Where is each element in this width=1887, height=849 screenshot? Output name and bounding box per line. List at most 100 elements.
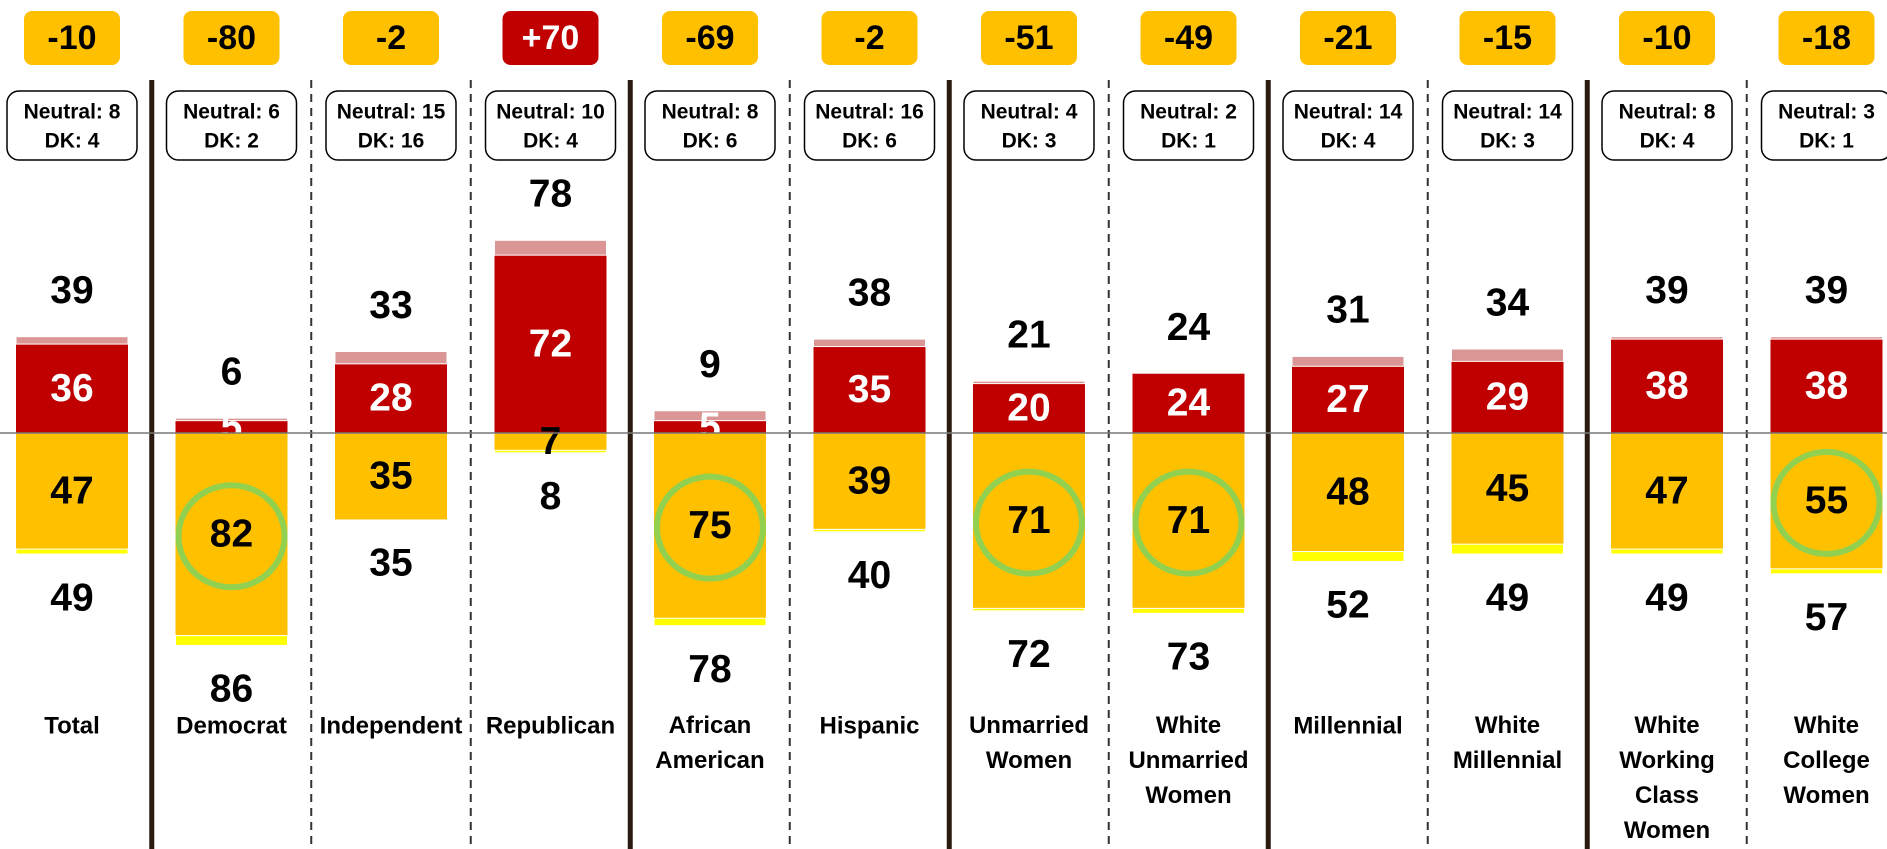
bottom-strong-bar: [1292, 433, 1404, 552]
top-strong-label: 38: [1645, 364, 1688, 407]
bottom-strong-bar: [16, 433, 128, 550]
top-strong-bar: [494, 255, 607, 433]
top-total-label: 39: [50, 269, 93, 312]
neutral-box: [1122, 90, 1255, 161]
bottom-strong-bar: [973, 433, 1085, 609]
bottom-weak-bar: [1291, 551, 1405, 562]
category-label: White College Women: [1783, 712, 1870, 809]
bottom-total-label: 78: [688, 648, 731, 691]
top-total-label: 78: [529, 173, 572, 216]
dk-label: DK: 4: [523, 130, 578, 153]
dk-label: DK: 6: [842, 130, 897, 153]
top-total-label: 33: [369, 284, 412, 327]
net-badge: [183, 11, 280, 65]
top-total-label: 9: [699, 343, 721, 386]
bottom-strong-bar: [813, 433, 926, 530]
category-label: Independent: [320, 712, 463, 739]
top-strong-label: 38: [1805, 364, 1848, 407]
top-weak-bar: [175, 417, 288, 422]
neutral-label: Neutral: 6: [183, 101, 280, 124]
top-strong-bar: [1770, 339, 1883, 433]
top-total-label: 38: [848, 271, 891, 314]
bottom-total-label: 72: [1007, 633, 1050, 676]
bottom-strong-bar: [654, 433, 766, 619]
bottom-strong-label: 35: [369, 455, 412, 498]
bottom-strong-label: 47: [50, 469, 93, 512]
top-strong-label: 36: [50, 367, 93, 410]
neutral-label: Neutral: 16: [815, 101, 924, 124]
bottom-strong-label: 47: [1645, 469, 1688, 512]
neutral-box: [165, 90, 298, 161]
bottom-strong-bar: [1770, 433, 1883, 569]
top-weak-bar: [1770, 336, 1883, 340]
top-strong-label: 20: [1007, 387, 1050, 430]
category-label: African American: [655, 712, 764, 774]
bottom-total-label: 86: [210, 668, 253, 711]
bottom-strong-bar: [1132, 433, 1245, 609]
dk-label: DK: 4: [45, 130, 100, 153]
top-total-label: 39: [1805, 269, 1848, 312]
net-label: -49: [1164, 19, 1213, 57]
neutral-label: Neutral: 8: [662, 101, 759, 124]
bottom-strong-label: 71: [1007, 499, 1050, 542]
top-weak-bar: [15, 336, 129, 345]
bottom-strong-label: 48: [1326, 471, 1369, 514]
top-weak-bar: [653, 410, 767, 422]
dk-label: DK: 3: [1480, 130, 1535, 153]
dk-label: DK: 1: [1161, 130, 1216, 153]
neutral-box: [644, 90, 776, 161]
bottom-weak-bar: [1770, 568, 1883, 575]
top-strong-label: 72: [529, 322, 572, 365]
category-label: White Unmarried Women: [1128, 712, 1248, 809]
neutral-label: Neutral: 14: [1453, 101, 1562, 124]
top-weak-bar: [972, 380, 1086, 385]
net-badge: [1619, 11, 1715, 65]
bottom-total-label: 57: [1805, 596, 1848, 639]
neutral-box: [484, 90, 617, 161]
net-badge: [343, 11, 439, 65]
net-label: -18: [1802, 19, 1851, 57]
top-total-label: 34: [1486, 281, 1530, 324]
highlight-circle: [175, 482, 288, 591]
neutral-box: [803, 90, 936, 161]
neutral-box: [1601, 90, 1733, 161]
net-badge: [1778, 11, 1875, 65]
bottom-strong-label: 82: [210, 513, 253, 556]
highlight-circle: [654, 473, 766, 582]
highlight-circle: [1770, 448, 1883, 557]
neutral-box: [1282, 90, 1414, 161]
neutral-box: [1441, 90, 1574, 161]
bottom-weak-bar: [175, 635, 288, 646]
bottom-strong-bar: [175, 433, 288, 636]
category-label: Total: [44, 712, 100, 739]
category-label: Unmarried Women: [969, 712, 1089, 774]
bottom-weak-bar: [813, 528, 926, 533]
neutral-label: Neutral: 8: [1619, 101, 1716, 124]
bottom-total-label: 35: [369, 542, 412, 585]
top-strong-bar: [1132, 373, 1245, 433]
net-label: -2: [854, 19, 884, 57]
top-strong-bar: [654, 420, 766, 433]
bottom-strong-bar: [335, 433, 447, 520]
top-strong-bar: [335, 363, 447, 433]
neutral-label: Neutral: 8: [24, 101, 121, 124]
bottom-strong-label: 71: [1167, 499, 1210, 542]
category-label: White Millennial: [1453, 712, 1562, 774]
bottom-total-label: 49: [1486, 576, 1529, 619]
dk-label: DK: 4: [1640, 130, 1695, 153]
bottom-weak-bar: [1451, 543, 1564, 555]
neutral-label: Neutral: 3: [1778, 101, 1875, 124]
net-label: -2: [376, 19, 406, 57]
bottom-total-label: 8: [540, 475, 562, 518]
net-label: -21: [1323, 19, 1372, 57]
net-label: -51: [1004, 19, 1053, 57]
net-badge: [24, 11, 120, 65]
bottom-weak-bar: [653, 617, 767, 627]
top-strong-bar: [1292, 366, 1404, 433]
category-label: Democrat: [176, 712, 287, 739]
top-total-label: 31: [1326, 289, 1369, 332]
neutral-box: [1760, 90, 1887, 161]
bottom-weak-bar: [972, 607, 1086, 612]
dk-label: DK: 16: [358, 130, 425, 153]
bottom-total-label: 73: [1167, 636, 1210, 679]
